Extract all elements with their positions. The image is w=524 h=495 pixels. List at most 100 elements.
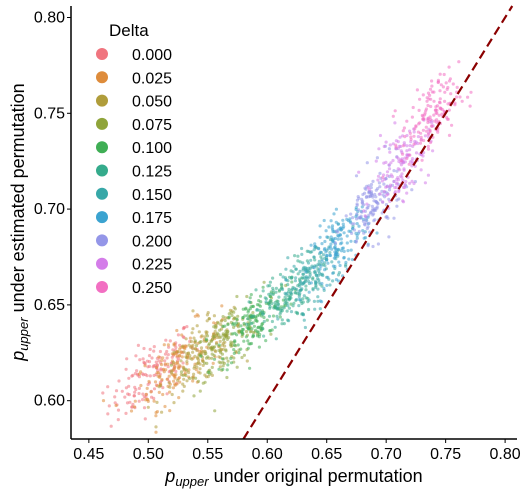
scatter-point (163, 362, 167, 366)
scatter-point (152, 349, 156, 353)
scatter-point (412, 134, 416, 138)
scatter-point (128, 400, 132, 404)
scatter-point (297, 289, 301, 293)
scatter-point (236, 343, 240, 347)
scatter-point (184, 367, 188, 371)
scatter-point (393, 186, 397, 190)
scatter-point (212, 346, 216, 350)
scatter-point (244, 322, 249, 326)
scatter-point (408, 131, 412, 135)
scatter-point (210, 373, 214, 377)
scatter-point (149, 390, 153, 394)
scatter-point (236, 314, 240, 318)
scatter-point (387, 188, 392, 192)
x-tick-label: 0.45 (73, 446, 104, 463)
scatter-point (165, 377, 169, 381)
scatter-point (402, 126, 406, 130)
scatter-point (425, 129, 429, 133)
scatter-point (307, 290, 311, 294)
scatter-point (332, 212, 336, 216)
scatter-point (147, 364, 152, 368)
scatter-point (291, 304, 295, 308)
scatter-point (320, 300, 324, 304)
scatter-point (262, 280, 266, 284)
scatter-point (373, 207, 377, 211)
scatter-point (342, 255, 346, 260)
scatter-point (312, 299, 316, 303)
legend-label: 0.200 (132, 233, 172, 250)
scatter-point (213, 409, 217, 413)
scatter-point (262, 334, 266, 338)
scatter-point (304, 275, 308, 279)
scatter-point (432, 90, 436, 94)
scatter-point (225, 368, 229, 372)
scatter-point (438, 97, 442, 101)
scatter-point (293, 286, 297, 290)
scatter-point (165, 356, 169, 360)
scatter-point (181, 382, 185, 386)
scatter-point (179, 359, 183, 363)
scatter-point (348, 217, 352, 221)
scatter-point (364, 218, 368, 222)
scatter-point (443, 99, 447, 103)
scatter-point (255, 307, 259, 312)
scatter-point (198, 371, 202, 375)
scatter-point (369, 182, 374, 187)
scatter-point (280, 322, 284, 326)
x-tick-label: 0.50 (133, 446, 164, 463)
scatter-point (113, 401, 117, 405)
scatter-point (175, 328, 179, 333)
scatter-point (129, 409, 134, 413)
scatter-point (366, 205, 370, 210)
legend-label: 0.100 (132, 140, 172, 157)
scatter-point (273, 300, 277, 305)
scatter-point (324, 258, 329, 262)
scatter-point (198, 389, 202, 393)
scatter-point (348, 219, 352, 223)
legend-marker (96, 211, 108, 224)
scatter-point (454, 95, 459, 99)
scatter-point (206, 311, 210, 315)
scatter-point (369, 186, 373, 190)
scatter-point (242, 353, 246, 357)
scatter-point (329, 242, 333, 246)
scatter-point (429, 104, 433, 109)
scatter-point (345, 234, 349, 238)
scatter-point (364, 221, 368, 225)
scatter-point (285, 309, 289, 313)
scatter-point (375, 156, 379, 160)
scatter-point (313, 242, 317, 246)
scatter-point (196, 355, 200, 359)
scatter-point (282, 322, 286, 326)
scatter-point (412, 181, 416, 186)
scatter-point (220, 357, 225, 361)
x-tick-label: 0.75 (430, 446, 461, 463)
scatter-point (124, 367, 128, 371)
scatter-point (133, 390, 137, 394)
scatter-point (352, 222, 356, 226)
scatter-point (225, 337, 229, 341)
scatter-point (244, 307, 248, 311)
scatter-point (323, 268, 327, 272)
scatter-point (354, 174, 359, 178)
scatter-point (402, 141, 406, 145)
scatter-point (354, 207, 358, 212)
scatter-point (438, 106, 442, 110)
scatter-point (427, 97, 431, 101)
scatter-point (314, 271, 318, 275)
scatter-point (299, 281, 303, 286)
scatter-point (451, 82, 455, 86)
scatter-point (221, 338, 226, 342)
scatter-point (166, 365, 170, 369)
scatter-point (264, 297, 268, 301)
scatter-point (350, 258, 355, 262)
scatter-point (334, 207, 338, 211)
scatter-point (408, 148, 412, 152)
scatter-point (209, 339, 214, 343)
scatter-point (320, 272, 324, 276)
scatter-point (191, 350, 195, 354)
scatter-point (133, 372, 137, 376)
scatter-point (450, 123, 454, 127)
scatter-point (256, 330, 260, 334)
scatter-point (232, 356, 236, 360)
